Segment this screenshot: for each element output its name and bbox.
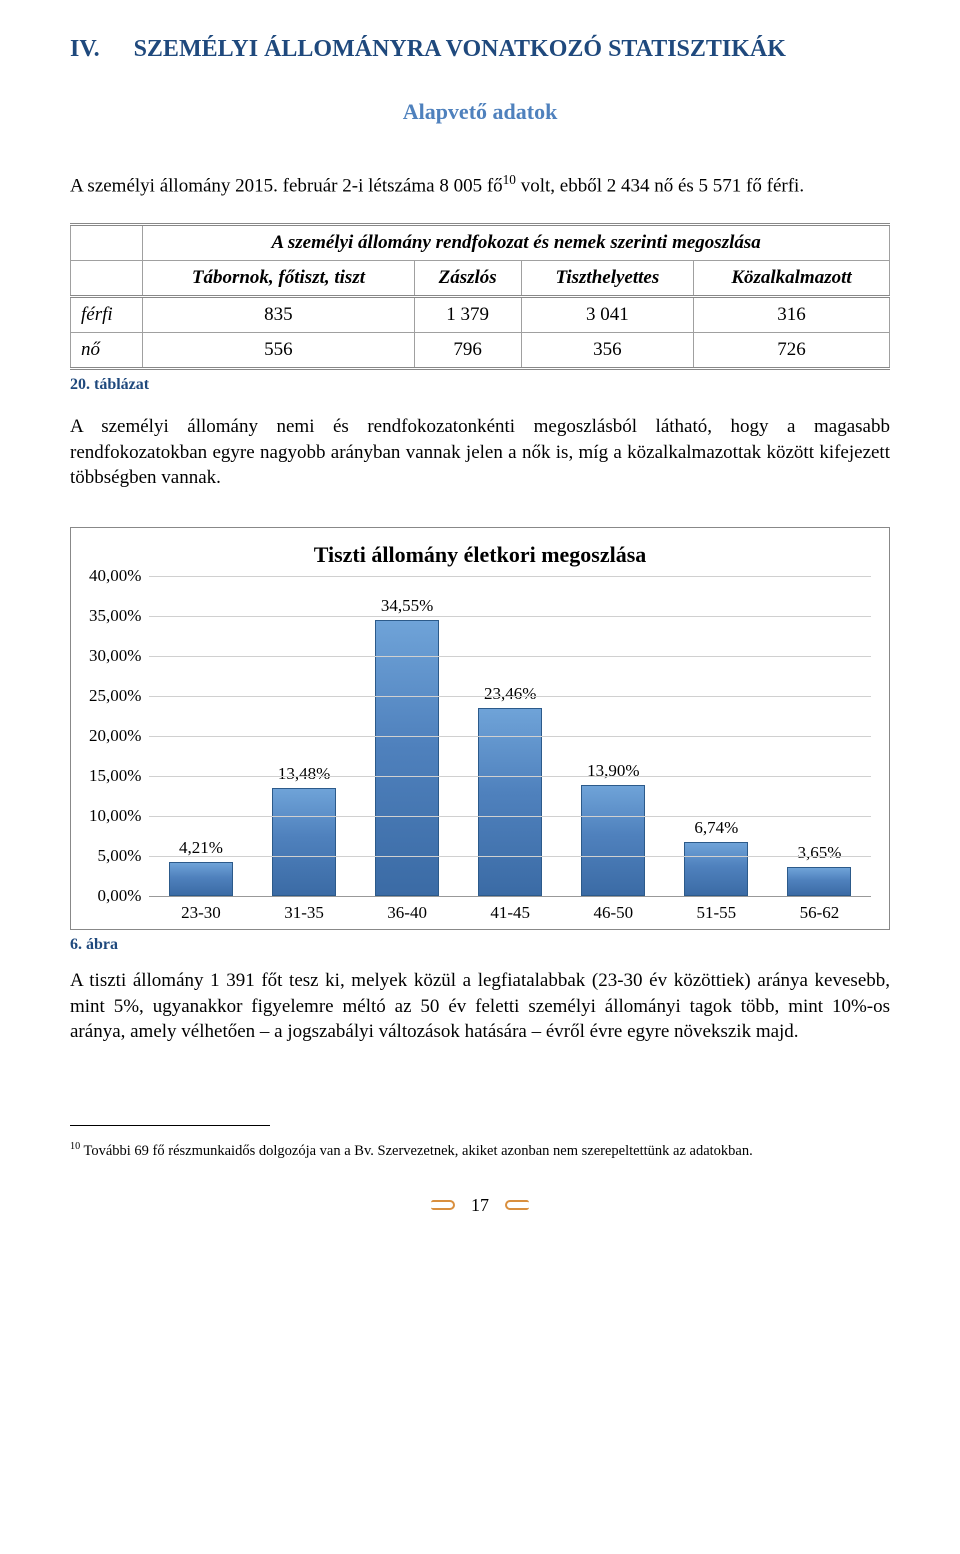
footnote-ref: 10 [503, 172, 516, 187]
chart-x-tick: 46-50 [562, 903, 665, 923]
table-cell: 356 [521, 332, 693, 368]
table-cell: 1 379 [414, 296, 521, 332]
page: IV. SZEMÉLYI ÁLLOMÁNYRA VONATKOZÓ STATIS… [0, 0, 960, 1266]
table-col-2: Tiszthelyettes [521, 260, 693, 296]
table-cell: 556 [143, 332, 414, 368]
footnote: 10 További 69 fő részmunkaidős dolgozója… [70, 1140, 890, 1161]
intro-text-suffix: volt, ebből 2 434 nő és 5 571 fő férfi. [516, 175, 804, 196]
table-rowlabel-1: nő [71, 332, 143, 368]
table-row: nő 556 796 356 726 [71, 332, 890, 368]
table-cell: 835 [143, 296, 414, 332]
after-chart-paragraph: A tiszti állomány 1 391 főt tesz ki, mel… [70, 968, 890, 1045]
chart-bar-value-label: 34,55% [381, 596, 433, 616]
section-heading: IV. SZEMÉLYI ÁLLOMÁNYRA VONATKOZÓ STATIS… [70, 30, 890, 83]
chart-x-tick: 56-62 [768, 903, 871, 923]
distribution-table: A személyi állomány rendfokozat és nemek… [70, 223, 890, 370]
table-caption: 20. táblázat [70, 376, 890, 394]
chart-bar [787, 867, 851, 896]
chart-gridline [149, 816, 871, 817]
table-corner-blank [71, 224, 143, 260]
chart-gridline [149, 776, 871, 777]
table-cell: 316 [694, 296, 890, 332]
chart-gridline [149, 656, 871, 657]
table-cell: 3 041 [521, 296, 693, 332]
chart-bar-value-label: 23,46% [484, 684, 536, 704]
chart-bar [169, 862, 233, 896]
chart-bar-value-label: 3,65% [797, 843, 841, 863]
chart-y-axis: 40,00%35,00%30,00%25,00%20,00%15,00%10,0… [89, 576, 149, 896]
table-cell: 796 [414, 332, 521, 368]
chart-gridline [149, 736, 871, 737]
table-col-3: Közalkalmazott [694, 260, 890, 296]
chart-x-tick: 41-45 [459, 903, 562, 923]
chart-x-tick: 51-55 [665, 903, 768, 923]
chart-bar [581, 785, 645, 896]
chart-x-tick: 36-40 [356, 903, 459, 923]
section-roman: IV. [70, 36, 100, 62]
mid-paragraph: A személyi állomány nemi és rendfokozato… [70, 414, 890, 491]
page-number-wrap: 17 [70, 1195, 890, 1216]
chart-bar [375, 620, 439, 896]
chart-bar-value-label: 13,48% [278, 764, 330, 784]
table-title: A személyi állomány rendfokozat és nemek… [143, 224, 890, 260]
section-title: SZEMÉLYI ÁLLOMÁNYRA VONATKOZÓ STATISZTIK… [134, 36, 786, 62]
chart-x-tick: 23-30 [149, 903, 252, 923]
table-col-0: Tábornok, főtiszt, tiszt [143, 260, 414, 296]
chart-bar [272, 788, 336, 896]
intro-paragraph: A személyi állomány 2015. február 2-i lé… [70, 171, 890, 199]
chart-gridline [149, 616, 871, 617]
age-distribution-chart: Tiszti állomány életkori megoszlása 40,0… [70, 527, 890, 930]
table-row: férfi 835 1 379 3 041 316 [71, 296, 890, 332]
chart-gridline [149, 856, 871, 857]
intro-text-prefix: A személyi állomány 2015. február 2-i lé… [70, 175, 503, 196]
chart-plot-wrap: 4,21%13,48%34,55%23,46%13,90%6,74%3,65% … [149, 576, 871, 923]
table-cell: 726 [694, 332, 890, 368]
chart-title: Tiszti állomány életkori megoszlása [89, 542, 871, 568]
chart-plot: 4,21%13,48%34,55%23,46%13,90%6,74%3,65% [149, 576, 871, 897]
page-number: 17 [461, 1195, 499, 1216]
chart-x-tick: 31-35 [253, 903, 356, 923]
footnote-rule [70, 1125, 270, 1126]
footnote-text: További 69 fő részmunkaidős dolgozója va… [80, 1143, 753, 1159]
table-head-blank [71, 260, 143, 296]
table-col-1: Zászlós [414, 260, 521, 296]
footnote-number: 10 [70, 1141, 80, 1152]
chart-gridline [149, 696, 871, 697]
chart-bar [684, 842, 748, 896]
chart-caption: 6. ábra [70, 936, 890, 954]
chart-bar-value-label: 13,90% [587, 761, 639, 781]
chart-area: 40,00%35,00%30,00%25,00%20,00%15,00%10,0… [89, 576, 871, 923]
chart-x-axis: 23-3031-3536-4041-4546-5051-5556-62 [149, 903, 871, 923]
table-rowlabel-0: férfi [71, 296, 143, 332]
sub-heading: Alapvető adatok [70, 99, 890, 125]
chart-gridline [149, 576, 871, 577]
chart-bar-value-label: 6,74% [694, 818, 738, 838]
